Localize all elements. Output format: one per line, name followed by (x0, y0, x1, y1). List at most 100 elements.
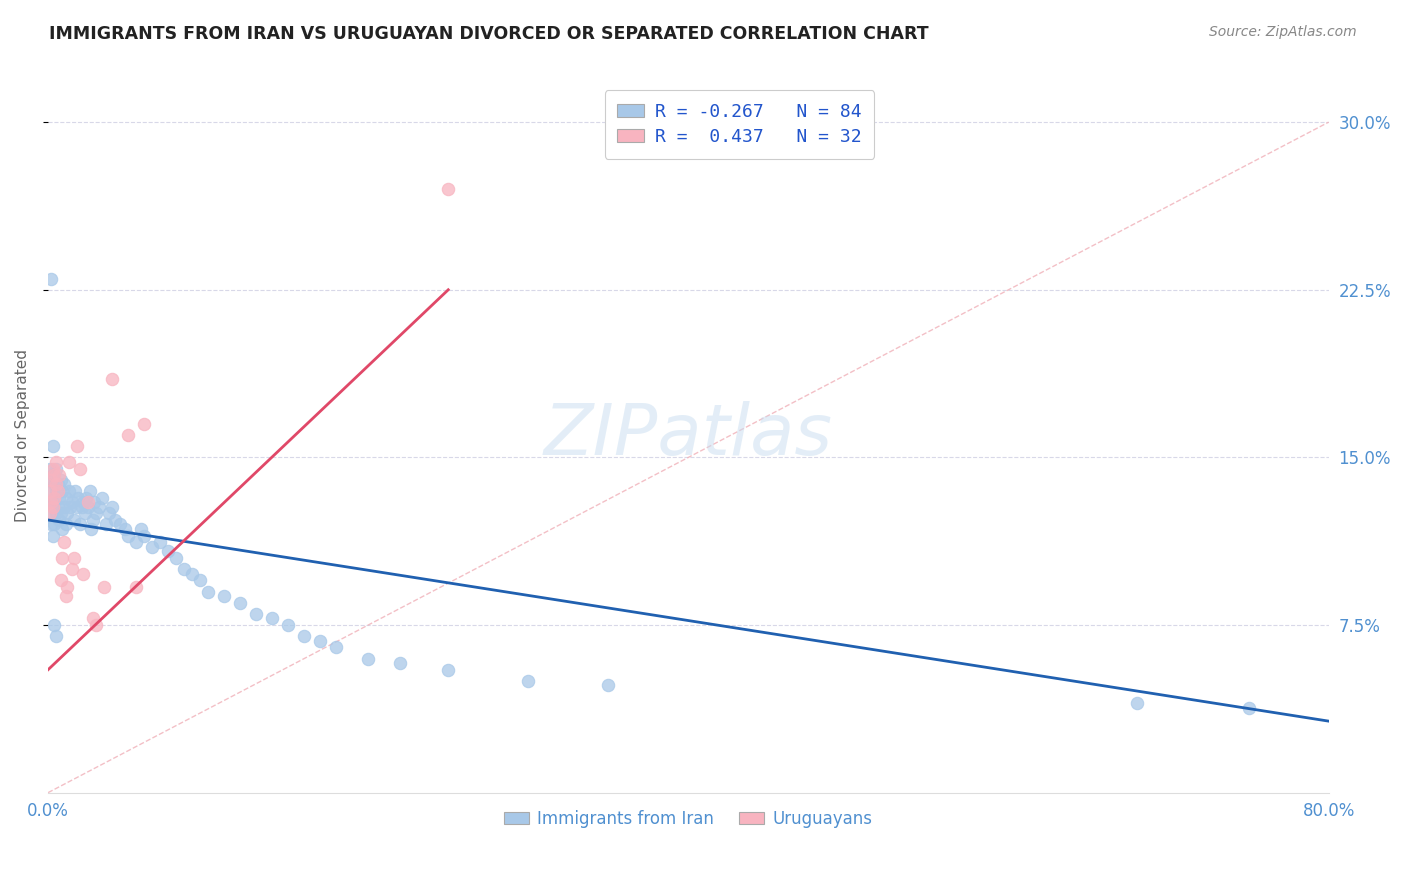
Point (245, 607, 267, 621)
Point (45, 483, 67, 498)
Point (55, 517, 77, 532)
Point (46, 500, 69, 514)
Point (46, 477, 69, 491)
Point (39, 473, 62, 487)
Point (38, 506, 60, 520)
Point (104, 513, 127, 527)
Point (157, 544, 180, 558)
Point (114, 522, 136, 536)
Point (44, 477, 66, 491)
Point (149, 535, 172, 549)
Point (129, 522, 152, 536)
Point (125, 580, 148, 594)
Point (42, 528, 65, 542)
Point (65, 483, 87, 498)
Text: IMMIGRANTS FROM IRAN VS URUGUAYAN DIVORCED OR SEPARATED CORRELATION CHART: IMMIGRANTS FROM IRAN VS URUGUAYAN DIVORC… (49, 25, 929, 43)
Point (84, 618, 107, 632)
Point (39, 271, 62, 285)
Legend: Immigrants from Iran, Uruguayans: Immigrants from Iran, Uruguayans (498, 803, 879, 834)
Point (93, 580, 115, 594)
Point (42, 439, 65, 453)
Point (82, 611, 104, 625)
Point (38, 483, 60, 498)
Point (117, 528, 139, 542)
Point (60, 495, 83, 509)
Point (91, 491, 114, 505)
Point (59, 500, 82, 514)
Point (188, 574, 211, 588)
Point (79, 483, 101, 498)
Point (48, 513, 70, 527)
Point (357, 651, 380, 665)
Point (38, 506, 60, 520)
Point (132, 528, 155, 542)
Point (67, 491, 90, 505)
Point (97, 506, 120, 520)
Point (89, 500, 111, 514)
Point (45, 629, 67, 643)
Point (53, 535, 76, 549)
Point (197, 584, 219, 599)
Point (44, 517, 66, 532)
Point (173, 562, 195, 576)
Point (38, 461, 60, 475)
Point (39, 495, 62, 509)
Point (437, 663, 460, 677)
Point (76, 491, 98, 505)
Point (56, 506, 79, 520)
Point (84, 506, 107, 520)
Point (55, 491, 77, 505)
Point (66, 500, 89, 514)
Point (51, 483, 73, 498)
Point (72, 495, 94, 509)
Point (39, 483, 62, 498)
Point (73, 506, 96, 520)
Point (62, 551, 84, 566)
Point (309, 633, 332, 648)
Point (437, 182, 460, 196)
Point (51, 551, 73, 566)
Point (49, 574, 72, 588)
Point (181, 566, 204, 581)
Point (277, 618, 299, 632)
Point (45, 506, 67, 520)
Point (132, 417, 155, 431)
Point (42, 468, 65, 483)
Point (598, 678, 620, 692)
Text: Source: ZipAtlas.com: Source: ZipAtlas.com (1209, 25, 1357, 39)
Point (229, 596, 252, 610)
Point (262, 611, 284, 625)
Point (83, 495, 105, 509)
Point (45, 455, 67, 469)
Point (38, 495, 60, 509)
Point (39, 473, 62, 487)
Point (42, 495, 65, 509)
Point (45, 461, 67, 475)
Point (77, 500, 100, 514)
Point (212, 589, 235, 603)
Point (56, 580, 79, 594)
Point (42, 500, 65, 514)
Point (108, 517, 131, 532)
Point (117, 428, 139, 442)
Point (58, 455, 80, 469)
Point (42, 461, 65, 475)
Point (66, 439, 89, 453)
Point (69, 461, 91, 475)
Point (101, 500, 124, 514)
Point (49, 506, 72, 520)
Point (141, 540, 163, 554)
Text: ZIPatlas: ZIPatlas (544, 401, 832, 469)
Y-axis label: Divorced or Separated: Divorced or Separated (15, 349, 30, 522)
Point (325, 640, 347, 655)
Point (1125, 696, 1147, 710)
Point (48, 468, 70, 483)
Point (77, 495, 100, 509)
Point (39, 517, 62, 532)
Point (48, 491, 70, 505)
Point (49, 473, 72, 487)
Point (517, 673, 540, 688)
Point (125, 535, 148, 549)
Point (292, 629, 315, 643)
Point (1237, 700, 1260, 714)
